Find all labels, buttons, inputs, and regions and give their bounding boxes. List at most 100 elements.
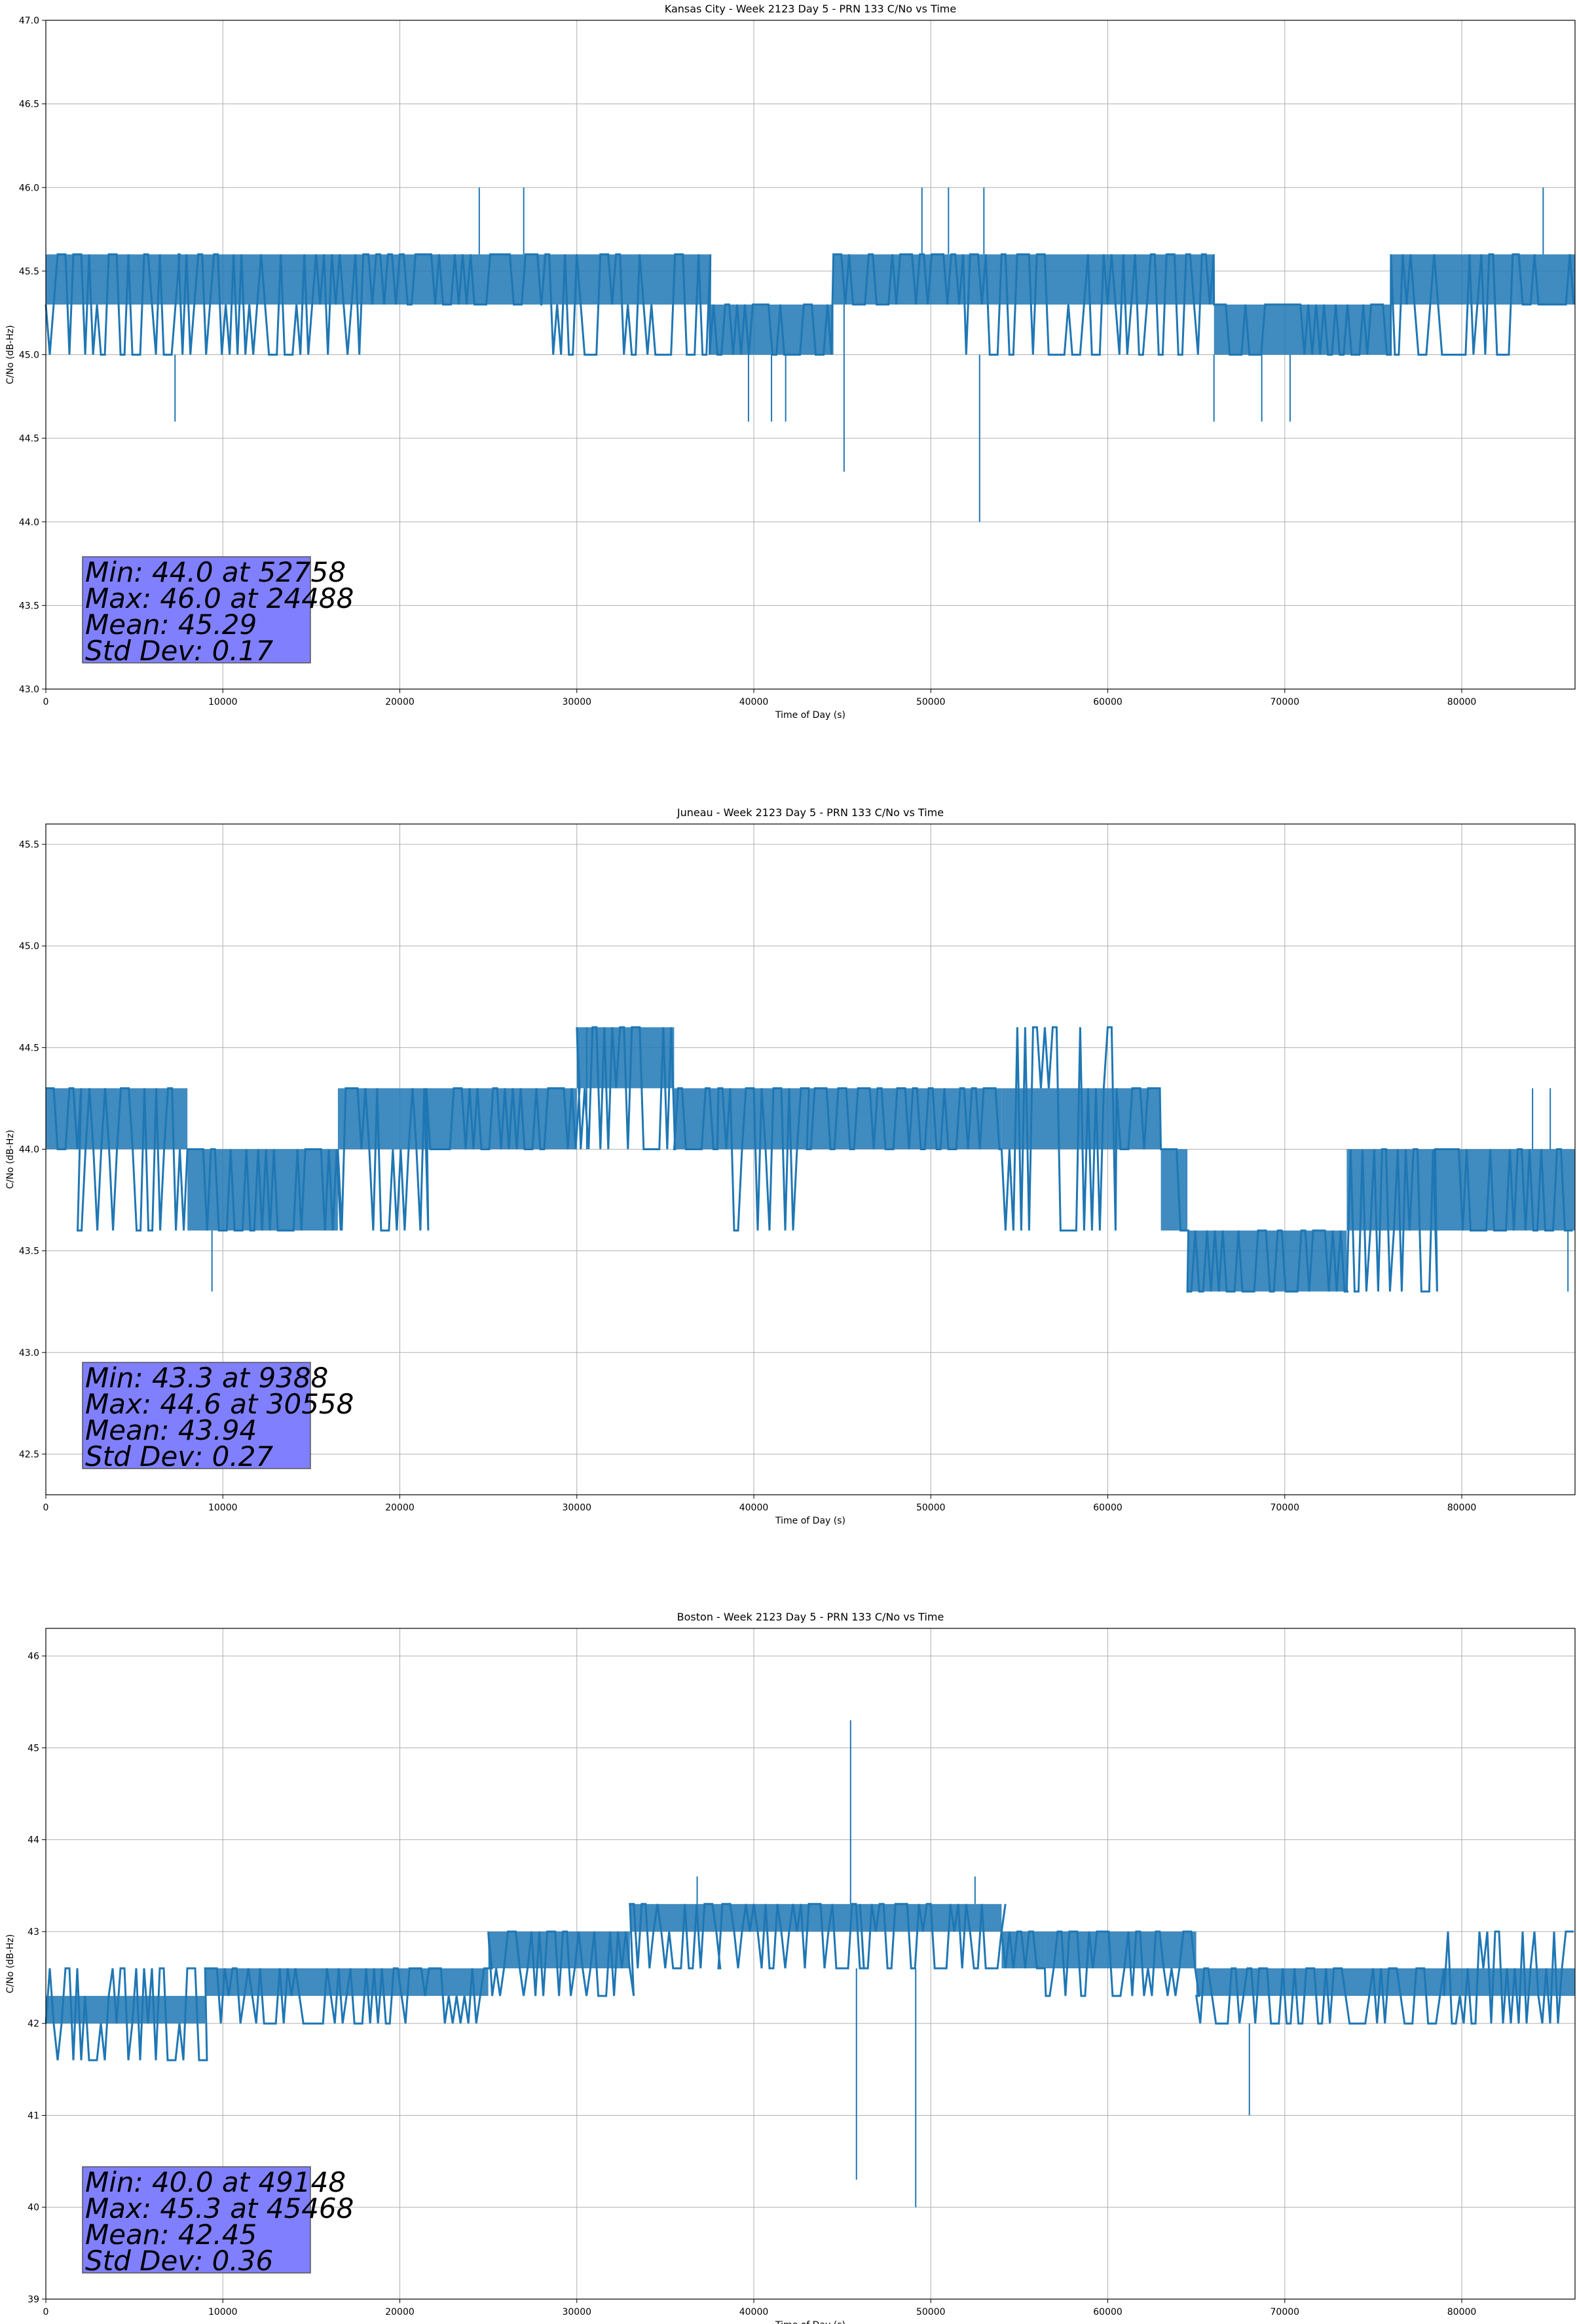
series-band <box>488 1931 630 1969</box>
series-band <box>178 254 365 305</box>
x-tick-label: 60000 <box>1093 1503 1122 1513</box>
y-tick-label: 43.5 <box>19 1246 39 1257</box>
x-tick-label: 70000 <box>1271 697 1300 707</box>
series-band <box>81 254 179 305</box>
y-tick-label: 45.5 <box>19 840 39 850</box>
y-tick-label: 46.0 <box>19 183 39 193</box>
stats-box <box>82 2166 311 2274</box>
y-tick-label: 44.5 <box>19 434 39 444</box>
x-tick-label: 40000 <box>739 697 769 707</box>
plot-frame <box>45 823 1576 1495</box>
stats-max: Max: 44.6 at 30558 <box>85 1388 354 1420</box>
chart-panel-3: 0 10000 20000 30000 40000 50000 60000 70000 8000… <box>5 1611 1576 2324</box>
y-tick-label: 43.0 <box>19 684 39 695</box>
y-axis-label: C/No (dB-Hz) <box>5 1934 16 1993</box>
y-tick-label: 46 <box>28 1651 39 1662</box>
stats-mean: Mean: 42.45 <box>85 2219 257 2251</box>
stats-std: Std Dev: 0.36 <box>85 2245 273 2277</box>
series-band <box>629 1903 718 1932</box>
series-band <box>46 254 82 305</box>
chart-panel-2: 0 10000 20000 30000 40000 50000 60000 70000 8000… <box>5 806 1576 1526</box>
chart-title: Boston - Week 2123 Day 5 - PRN 133 C/No … <box>677 1611 944 1623</box>
y-tick-label: 44.0 <box>19 1144 39 1155</box>
series-band <box>205 1968 489 1996</box>
y-tick-label: 44.5 <box>19 1043 39 1053</box>
y-tick-label: 42 <box>28 2019 39 2029</box>
series-band <box>576 1027 675 1089</box>
series-band <box>187 1149 338 1231</box>
x-tick-label: 60000 <box>1093 2307 1122 2317</box>
x-tick-label: 10000 <box>208 1503 238 1513</box>
series-band <box>674 1088 718 1150</box>
series-band <box>709 304 834 355</box>
series-band <box>364 254 542 305</box>
x-tick-label: 0 <box>43 1503 49 1513</box>
y-tick-label: 45 <box>28 1743 39 1753</box>
series-band <box>807 1088 1002 1150</box>
y-tick-label: 44.0 <box>19 517 39 528</box>
series-band <box>1187 1230 1347 1292</box>
stats-std: Std Dev: 0.17 <box>85 635 273 667</box>
stats-min: Min: 44.0 at 52758 <box>85 556 346 588</box>
series-band <box>833 254 967 305</box>
x-tick-label: 30000 <box>562 1503 591 1513</box>
y-axis-label: C/No (dB-Hz) <box>5 325 16 384</box>
x-tick-label: 20000 <box>385 1503 415 1513</box>
series-band <box>46 1088 78 1150</box>
x-tick-label: 70000 <box>1271 1503 1300 1513</box>
x-tick-label: 50000 <box>916 697 946 707</box>
series-band <box>1196 1968 1445 1996</box>
stats-std: Std Dev: 0.27 <box>85 1440 273 1472</box>
x-tick-label: 20000 <box>385 697 415 707</box>
series-band <box>46 1996 206 2024</box>
series-band <box>541 254 710 305</box>
x-axis-label: Time of Day (s) <box>775 710 845 721</box>
x-axis-label: Time of Day (s) <box>775 1516 845 1526</box>
chart-title: Kansas City - Week 2123 Day 5 - PRN 133 … <box>665 3 956 15</box>
series-band <box>77 1088 188 1150</box>
y-tick-label: 41 <box>28 2110 39 2121</box>
y-tick-label: 45.5 <box>19 267 39 277</box>
y-axis-label: C/No (dB-Hz) <box>5 1130 16 1189</box>
series-band <box>1444 1968 1575 1996</box>
x-tick-label: 80000 <box>1447 2307 1477 2317</box>
y-tick-label: 43.0 <box>19 1348 39 1359</box>
series-line <box>45 1903 1574 2061</box>
series-band <box>860 1903 1002 1932</box>
series-band <box>337 1088 427 1150</box>
series-band <box>1435 1149 1575 1231</box>
x-tick-label: 10000 <box>208 697 238 707</box>
y-tick-label: 45.0 <box>19 941 39 952</box>
chart-panel-1: 0 10000 20000 30000 40000 50000 60000 70000 8000… <box>5 3 1576 721</box>
stats-box <box>82 1362 311 1469</box>
stats-mean: Mean: 43.94 <box>85 1414 257 1446</box>
y-tick-label: 46.5 <box>19 100 39 110</box>
y-tick-label: 42.5 <box>19 1450 39 1460</box>
series-band <box>1045 1931 1197 1969</box>
x-tick-label: 50000 <box>916 2307 946 2317</box>
series-band <box>718 1903 861 1932</box>
stats-mean: Mean: 45.29 <box>85 609 257 641</box>
stats-max: Max: 45.3 at 45468 <box>85 2192 354 2224</box>
y-tick-label: 45.0 <box>19 350 39 361</box>
series-band <box>718 1088 807 1150</box>
series-band <box>426 1088 577 1150</box>
y-tick-label: 39 <box>28 2295 39 2305</box>
x-tick-label: 80000 <box>1447 1503 1477 1513</box>
x-tick-label: 80000 <box>1447 697 1477 707</box>
series-band <box>1001 1088 1117 1150</box>
series-band <box>1214 304 1391 355</box>
chart-title: Juneau - Week 2123 Day 5 - PRN 133 C/No … <box>677 806 944 819</box>
stats-box <box>82 556 311 664</box>
series-band <box>966 254 1214 305</box>
series-band <box>1390 254 1515 305</box>
series-band <box>1117 1088 1161 1150</box>
x-tick-label: 30000 <box>562 697 591 707</box>
stats-min: Min: 40.0 at 49148 <box>85 2166 346 2198</box>
x-tick-label: 50000 <box>916 1503 946 1513</box>
x-tick-label: 40000 <box>739 2307 769 2317</box>
